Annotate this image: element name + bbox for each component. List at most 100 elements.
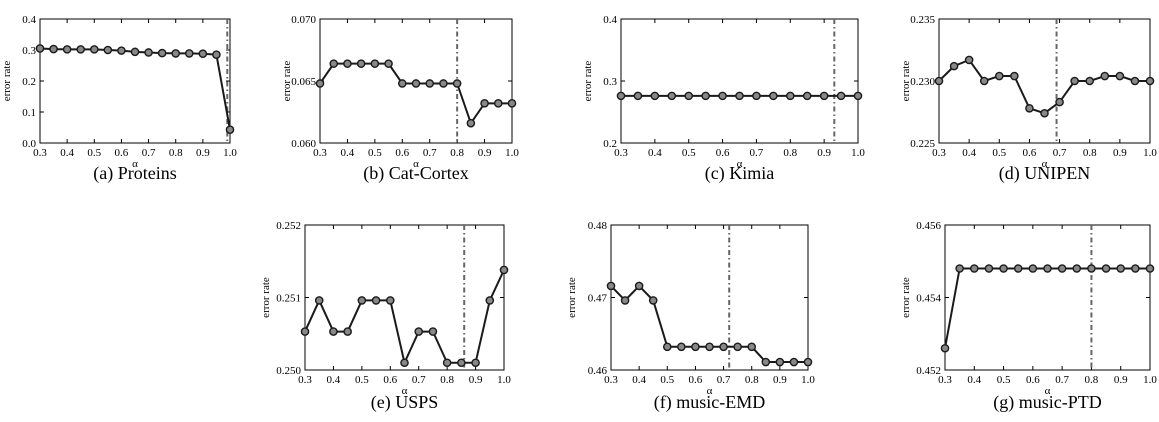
x-tick-label: 0.7	[1055, 374, 1069, 386]
data-point	[789, 357, 799, 367]
data-point	[1145, 76, 1155, 86]
data-point	[979, 76, 989, 86]
x-tick-label: 0.9	[196, 147, 210, 159]
data-point	[356, 59, 366, 68]
data-point	[343, 59, 352, 68]
y-tick-label: 0.235	[910, 14, 935, 26]
data-point	[1130, 76, 1140, 86]
x-tick-label: 0.7	[142, 147, 156, 159]
data-point	[1072, 264, 1082, 273]
data-point	[499, 265, 509, 275]
subplot-caption: (b) Cat-Cortex	[363, 163, 468, 184]
x-tick-label: 0.8	[440, 374, 454, 386]
y-tick-label: 0.4	[603, 14, 617, 26]
x-tick-label: 0.6	[395, 147, 409, 159]
x-tick-label: 0.5	[997, 374, 1011, 386]
x-tick-label: 0.7	[750, 147, 764, 159]
data-point	[184, 49, 194, 58]
data-point	[49, 44, 58, 54]
y-tick-label: 0.2	[603, 138, 617, 150]
data-point	[1070, 76, 1079, 86]
x-tick-label: 0.9	[478, 147, 492, 159]
data-point	[769, 91, 778, 101]
data-point	[157, 48, 167, 58]
x-tick-label: 0.9	[469, 374, 483, 386]
data-point	[103, 45, 113, 55]
data-point	[1025, 103, 1034, 113]
x-tick-label: 1.0	[223, 147, 237, 159]
subplot-caption: (e) USPS	[371, 392, 439, 413]
series-line	[938, 58, 1150, 115]
data-point	[785, 91, 795, 101]
y-tick-label: 0.3	[22, 45, 36, 57]
y-axis-label: error rate	[260, 277, 272, 318]
data-point	[620, 296, 630, 305]
subplot-e: 0.3 0.4 0.5 0.6 0.7 0.8 0.9 1.0 0.250 0.251 0.252 α…	[260, 220, 511, 413]
data-point	[775, 357, 785, 367]
data-point	[735, 91, 744, 101]
data-point	[89, 45, 99, 54]
data-point	[705, 342, 714, 352]
data-point	[747, 342, 757, 352]
data-point	[733, 342, 742, 352]
x-tick-label: 0.6	[689, 374, 703, 386]
data-point	[964, 55, 974, 65]
data-point	[384, 59, 393, 68]
x-axis-label: α	[737, 158, 743, 170]
y-tick-label: 0.2	[22, 76, 36, 88]
y-tick-label: 0.452	[916, 365, 941, 377]
x-tick-label: 0.9	[1114, 374, 1128, 386]
subplot-a: 0.3 0.4 0.5 0.6 0.7 0.8 0.9 1.0 0.0 0.1 0.2 0.3 0.4 α…	[1, 14, 237, 184]
x-tick-label: 0.5	[355, 374, 369, 386]
x-axis-label: α	[1045, 385, 1051, 397]
y-tick-label: 0.251	[276, 293, 301, 305]
data-point	[984, 264, 994, 273]
subplot-caption: (c) Kimia	[705, 163, 774, 184]
y-tick-label: 0.252	[276, 220, 301, 232]
data-point	[719, 342, 728, 352]
data-point	[934, 76, 944, 86]
data-point	[1131, 264, 1140, 273]
subplot-g: 0.3 0.4 0.5 0.6 0.7 0.8 0.9 1.0 0.452 0.454 0.456 α…	[900, 220, 1157, 413]
data-point	[1085, 76, 1095, 86]
series-line	[39, 47, 231, 130]
subplot-d: 0.3 0.4 0.5 0.6 0.7 0.8 0.9 1.0 0.225 0.230 0.235 α…	[900, 14, 1157, 184]
x-tick-label: 0.6	[1026, 374, 1040, 386]
y-tick-label: 0.250	[276, 365, 301, 377]
data-point	[718, 91, 727, 101]
data-point	[1010, 71, 1019, 81]
x-axis-label: α	[402, 385, 408, 397]
data-point	[314, 296, 324, 305]
y-axis-label: error rate	[281, 61, 293, 102]
x-tick-label: 0.3	[298, 374, 312, 386]
x-tick-label: 0.9	[1113, 147, 1127, 159]
y-tick-label: 0.46	[588, 365, 608, 377]
plot-frame	[304, 224, 505, 371]
data-point	[357, 296, 367, 305]
data-point	[466, 118, 476, 128]
x-tick-label: 0.3	[313, 147, 327, 159]
x-tick-label: 0.8	[169, 147, 183, 159]
x-tick-label: 0.8	[1083, 147, 1097, 159]
data-point	[212, 50, 221, 59]
data-point	[1040, 108, 1049, 118]
data-point	[1028, 264, 1038, 273]
plot-frame	[620, 18, 859, 144]
subplot-c: 0.3 0.4 0.5 0.6 0.7 0.8 0.9 1.00.20.30.4αerror …	[582, 14, 865, 184]
data-point	[471, 358, 480, 368]
data-point	[35, 44, 45, 53]
data-point	[606, 281, 616, 291]
x-tick-label: 0.4	[967, 374, 981, 386]
x-tick-label: 0.6	[1023, 147, 1037, 159]
y-tick-label: 0.1	[22, 107, 36, 119]
plot-frame	[39, 18, 231, 144]
data-point	[425, 79, 435, 88]
x-tick-label: 0.4	[962, 147, 976, 159]
data-point	[343, 327, 352, 336]
x-tick-label: 0.7	[423, 147, 437, 159]
y-tick-label: 0.065	[291, 76, 316, 88]
data-point	[684, 91, 694, 101]
x-tick-label: 0.6	[716, 147, 730, 159]
data-point	[439, 79, 448, 88]
